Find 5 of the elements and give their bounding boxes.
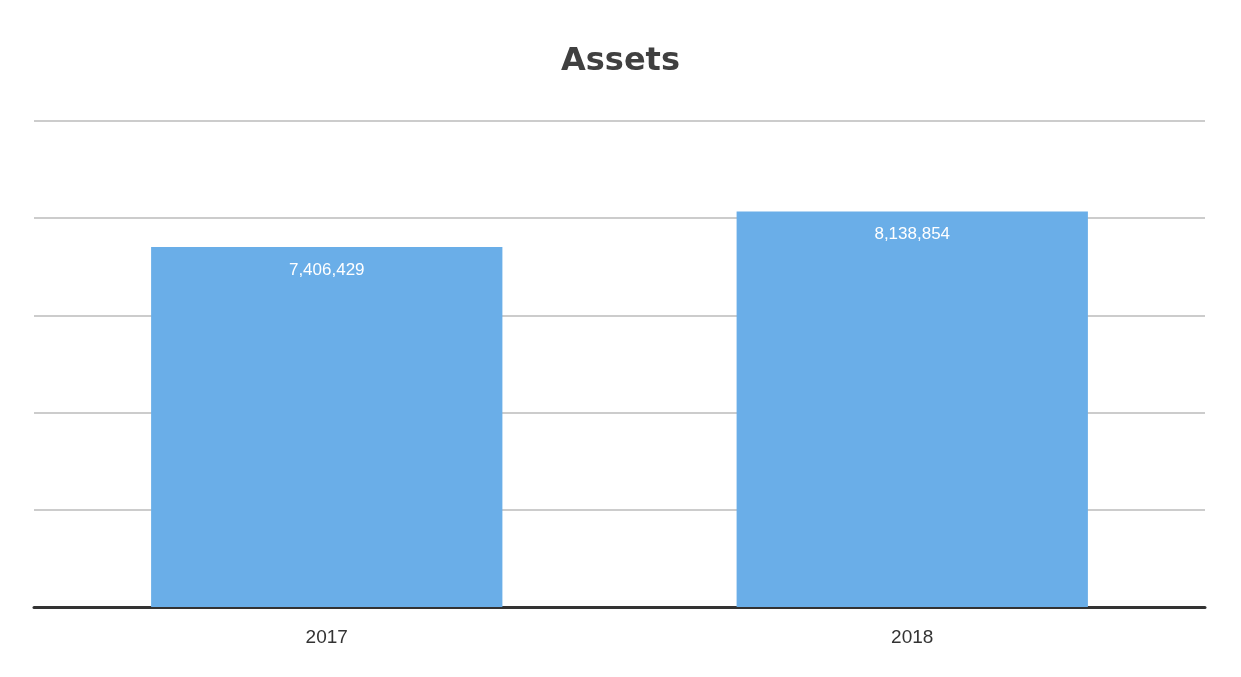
data-label: 8,138,854 [874, 224, 951, 244]
chart-title: Assets [561, 40, 680, 78]
x-tick-label: 2017 [305, 626, 348, 647]
data-label: 7,406,429 [288, 260, 365, 280]
x-tick-label: 2018 [891, 626, 934, 647]
